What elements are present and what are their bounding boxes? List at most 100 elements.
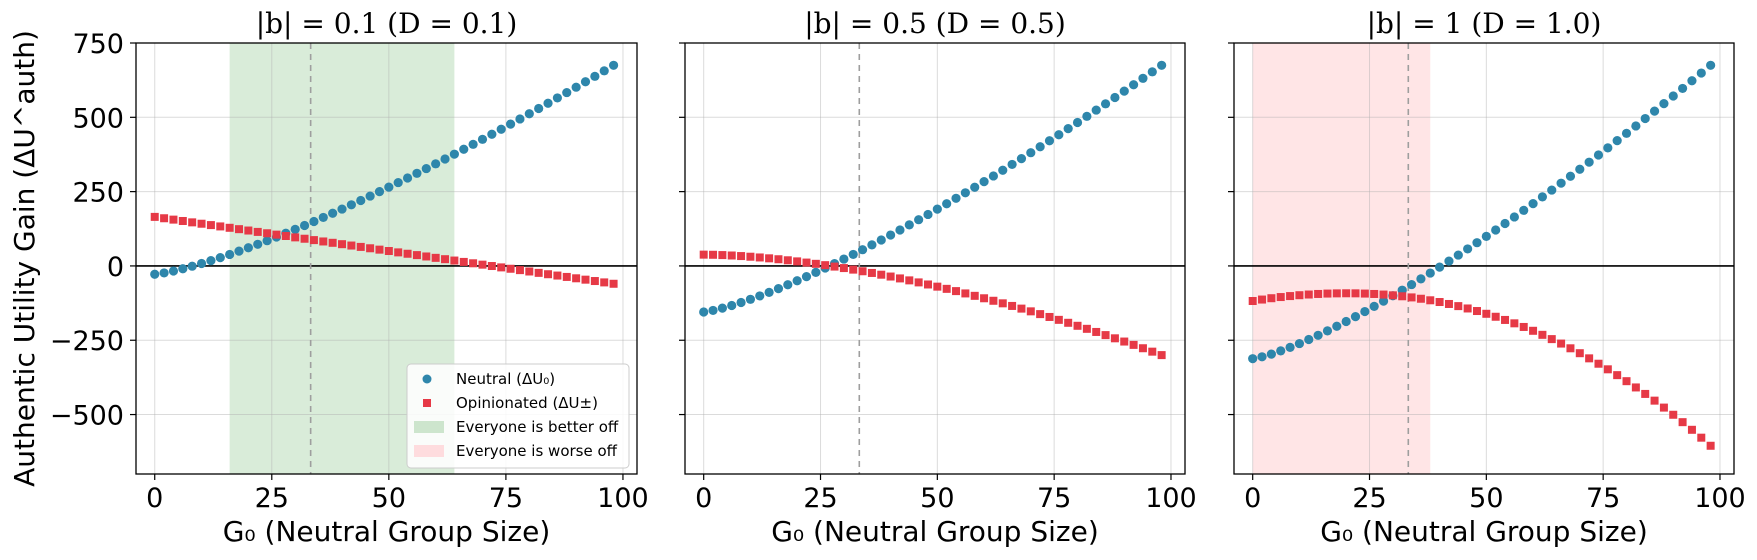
opinionated-point — [1426, 296, 1435, 305]
y-tick-label: −500 — [50, 401, 124, 432]
opinionated-point — [253, 227, 262, 236]
opinionated-point — [821, 261, 830, 270]
neutral-point — [1350, 312, 1361, 322]
neutral-point — [552, 93, 563, 103]
y-tick-label: 0 — [107, 252, 124, 283]
opinionated-point — [1258, 295, 1267, 304]
opinionated-point — [1045, 312, 1054, 321]
neutral-point — [1276, 346, 1286, 356]
neutral-point — [1491, 225, 1501, 235]
opinionated-point — [581, 275, 590, 284]
opinionated-point — [319, 237, 328, 246]
neutral-point — [773, 284, 784, 294]
neutral-point — [1649, 106, 1660, 116]
opinionated-point — [1295, 291, 1304, 300]
neutral-point — [562, 87, 572, 98]
opinionated-point — [328, 238, 337, 247]
x-axis-title: G₀ (Neutral Group Size) — [223, 515, 551, 548]
panel-3: 0 25 50 75 100 |b| = 1 (D = 1.0) G₀ (Neutral G… — [1228, 7, 1746, 548]
opinionated-point — [309, 236, 318, 245]
opinionated-point — [272, 230, 281, 239]
opinionated-point — [1064, 318, 1073, 327]
opinionated-point — [755, 253, 764, 262]
opinionated-point — [1129, 340, 1138, 349]
opinionated-point — [1416, 294, 1425, 303]
neutral-point — [1603, 143, 1613, 153]
opinionated-point — [188, 218, 197, 227]
x-tick-label: 0 — [695, 483, 712, 514]
opinionated-point — [1120, 337, 1129, 346]
opinionated-point — [459, 257, 468, 266]
neutral-point — [150, 269, 160, 279]
opinionated-point — [1454, 302, 1463, 311]
neutral-point — [745, 294, 756, 304]
opinionated-point — [1286, 292, 1295, 301]
opinionated-point — [263, 229, 272, 238]
opinionated-point — [375, 245, 384, 254]
neutral-point — [421, 163, 431, 174]
opinionated-point — [793, 257, 802, 266]
opinionated-point — [1082, 324, 1091, 333]
neutral-point — [801, 272, 812, 282]
x-tick-label: 0 — [1244, 483, 1261, 514]
neutral-point — [477, 134, 488, 144]
opinionated-point — [1036, 310, 1045, 319]
neutral-point — [571, 82, 581, 92]
y-tick-label: −250 — [50, 326, 124, 357]
neutral-point — [1360, 306, 1370, 317]
opinionated-point — [905, 276, 914, 285]
neutral-point — [543, 98, 553, 108]
legend-marker-opinionated — [423, 399, 431, 407]
opinionated-point — [1501, 315, 1510, 324]
neutral-point — [1528, 199, 1538, 209]
neutral-point — [867, 240, 877, 250]
neutral-point — [309, 216, 319, 227]
neutral-point — [412, 168, 422, 178]
opinionated-point — [1379, 290, 1388, 299]
neutral-point — [1304, 334, 1314, 345]
neutral-point — [951, 193, 961, 203]
neutral-point — [717, 303, 727, 313]
opinionated-point — [1407, 293, 1416, 302]
opinionated-point — [1342, 289, 1351, 298]
neutral-point — [599, 66, 609, 76]
opinionated-point — [839, 264, 848, 273]
legend-box — [406, 363, 630, 469]
opinionated-point — [765, 254, 774, 263]
opinionated-point — [1622, 377, 1631, 386]
neutral-point — [1072, 117, 1083, 128]
opinionated-point — [590, 277, 599, 286]
axes-frame — [1233, 42, 1735, 475]
opinionated-point — [1510, 319, 1519, 328]
opinionated-point — [998, 299, 1007, 308]
opinionated-point — [356, 242, 365, 251]
opinionated-point — [923, 280, 932, 289]
neutral-point — [1425, 268, 1435, 278]
opinionated-point — [989, 296, 998, 305]
neutral-point — [328, 208, 338, 218]
x-tick-label: 50 — [372, 483, 406, 514]
opinionated-point — [1008, 301, 1017, 310]
legend-marker-neutral — [422, 374, 432, 384]
opinionated-point — [1706, 441, 1715, 450]
neutral-point — [1435, 262, 1445, 272]
neutral-point — [225, 249, 235, 260]
x-tick-label: 100 — [1694, 483, 1746, 514]
opinionated-point — [746, 252, 755, 261]
neutral-point — [942, 199, 952, 209]
neutral-point — [262, 236, 272, 246]
neutral-point — [196, 258, 207, 269]
neutral-point — [1481, 231, 1491, 241]
opinionated-point — [774, 255, 783, 264]
neutral-point — [1463, 244, 1473, 254]
opinionated-point — [1463, 304, 1472, 313]
neutral-point — [431, 159, 441, 169]
neutral-point — [1696, 68, 1706, 78]
opinionated-point — [709, 250, 718, 259]
x-tick-label: 75 — [1037, 483, 1071, 514]
neutral-point — [1007, 159, 1017, 170]
x-tick-label: 25 — [1352, 483, 1386, 514]
neutral-point — [932, 204, 942, 214]
y-tick-label: 500 — [72, 103, 124, 134]
